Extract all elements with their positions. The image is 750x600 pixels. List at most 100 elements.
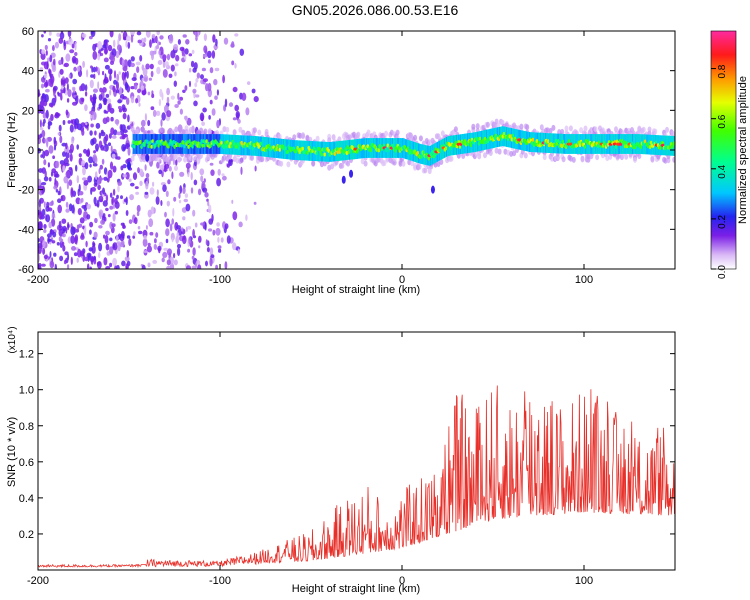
heatmap-noise-cell xyxy=(113,79,118,85)
heatmap-noise-cell xyxy=(38,134,41,140)
heatmap-noise-cell xyxy=(177,124,183,133)
heatmap-noise-cell xyxy=(91,245,96,254)
heatmap-noise-cell xyxy=(107,142,112,146)
heatmap-halo-cell xyxy=(331,134,336,141)
heatmap-noise-cell xyxy=(173,196,177,202)
heatmap-noise-cell xyxy=(187,225,192,230)
heatmap-noise-cell xyxy=(118,105,122,110)
heatmap-noise-cell xyxy=(179,171,185,177)
heatmap-noise-cell xyxy=(75,164,78,172)
heatmap-noise-cell xyxy=(82,225,85,230)
heatmap-noise-cell xyxy=(58,60,62,65)
heatmap-noise-cell xyxy=(152,109,157,117)
heatmap-noise-cell xyxy=(247,81,251,85)
heatmap-noise-cell xyxy=(97,184,101,191)
heatmap-noise-cell xyxy=(94,203,99,207)
heatmap-noise-cell xyxy=(165,228,170,237)
heatmap-noise-cell xyxy=(182,34,187,38)
heatmap-noise-cell xyxy=(54,41,60,49)
heatmap-noise-cell xyxy=(108,133,112,139)
heatmap-noise-cell xyxy=(130,31,136,36)
heatmap-ridge-cell xyxy=(140,134,142,154)
heatmap-ridge-core xyxy=(315,151,319,156)
heatmap-noise-cell xyxy=(166,265,171,269)
heatmap-ridge-core xyxy=(510,137,514,142)
heatmap-ridge-core xyxy=(313,147,317,152)
heatmap-noise-cell xyxy=(124,198,127,203)
heatmap-noise-cell xyxy=(38,178,42,186)
heatmap-noise-cell xyxy=(205,239,208,246)
heatmap-noise-cell xyxy=(160,119,163,127)
heatmap-noise-cell xyxy=(46,60,49,70)
heatmap-ridge-core xyxy=(468,139,472,144)
heatmap-halo-cell xyxy=(225,126,230,133)
heatmap-halo-cell xyxy=(174,153,179,160)
heatmap-feature-cell xyxy=(349,169,354,178)
heatmap-halo-cell xyxy=(356,131,361,138)
heatmap-noise-cell xyxy=(89,130,93,136)
heatmap-halo-cell xyxy=(239,157,244,164)
heatmap-noise-cell xyxy=(76,224,80,230)
heatmap-halo-cell xyxy=(551,124,556,131)
heatmap-noise-cell xyxy=(114,119,120,125)
heatmap-noise-cell xyxy=(64,77,69,84)
heatmap-noise-cell xyxy=(51,240,56,244)
heatmap-noise-cell xyxy=(245,107,250,116)
heatmap-noise-cell xyxy=(205,260,208,267)
heatmap-noise-cell xyxy=(56,242,60,246)
heatmap-noise-cell xyxy=(105,93,110,98)
heatmap-noise-cell xyxy=(160,200,163,206)
heatmap-halo-cell xyxy=(311,160,316,167)
heatmap-ridge-cell xyxy=(664,135,666,156)
snr-x-tick-label: -100 xyxy=(209,575,231,587)
snr-x-label: Height of straight line (km) xyxy=(292,583,420,595)
heatmap-noise-cell xyxy=(125,263,129,269)
heatmap-ridge-cell xyxy=(371,138,374,158)
heatmap-noise-cell xyxy=(204,192,209,198)
heatmap-noise-cell xyxy=(40,52,46,60)
heatmap-noise-cell xyxy=(194,222,198,228)
heatmap-noise-cell xyxy=(234,63,237,69)
heatmap-noise-cell xyxy=(150,70,154,78)
heatmap-noise-cell xyxy=(231,199,234,204)
heatmap-ridge-core xyxy=(416,151,420,155)
heatmap-noise-cell xyxy=(166,200,170,207)
heatmap-noise-cell xyxy=(53,144,57,151)
heatmap-noise-cell xyxy=(222,74,226,84)
heatmap-noise-cell xyxy=(107,44,113,52)
heatmap-noise-cell xyxy=(195,77,199,83)
spectrogram-x-label: Height of straight line (km) xyxy=(292,284,420,296)
heatmap-noise-cell xyxy=(41,49,46,55)
heatmap-noise-cell xyxy=(234,104,239,112)
heatmap-ridge-cell xyxy=(432,144,435,164)
heatmap-ridge-cell xyxy=(475,132,477,152)
heatmap-halo-cell xyxy=(583,125,588,132)
heatmap-noise-cell xyxy=(187,172,190,178)
heatmap-noise-cell xyxy=(159,35,164,40)
heatmap-halo-cell xyxy=(624,153,629,160)
heatmap-noise-cell xyxy=(146,245,152,253)
heatmap-halo-cell xyxy=(633,156,637,163)
heatmap-noise-cell xyxy=(163,247,169,251)
spectrogram-x-tick-label: 0 xyxy=(399,274,405,286)
heatmap-noise-cell xyxy=(166,87,171,96)
heatmap-noise-cell xyxy=(48,31,52,36)
heatmap-halo-cell xyxy=(523,152,528,159)
heatmap-noise-cell xyxy=(79,250,85,257)
heatmap-ridge-core xyxy=(672,141,675,146)
heatmap-ridge-core xyxy=(431,149,435,154)
heatmap-noise-cell xyxy=(133,231,136,237)
spectrogram-x-tick-label: -200 xyxy=(27,274,49,286)
heatmap-noise-cell xyxy=(234,33,239,37)
heatmap-noise-cell xyxy=(202,187,208,193)
heatmap-noise-cell xyxy=(120,165,124,171)
spectrogram-y-tick-label: 20 xyxy=(22,105,34,117)
heatmap-ridge-core xyxy=(531,137,535,142)
heatmap-noise-cell xyxy=(245,214,248,221)
heatmap-noise-cell xyxy=(38,168,43,173)
heatmap-halo-cell xyxy=(174,126,179,133)
heatmap-noise-cell xyxy=(52,231,57,238)
heatmap-noise-cell xyxy=(61,218,67,224)
heatmap-noise-cell xyxy=(112,257,117,267)
heatmap-halo-cell xyxy=(568,125,573,132)
